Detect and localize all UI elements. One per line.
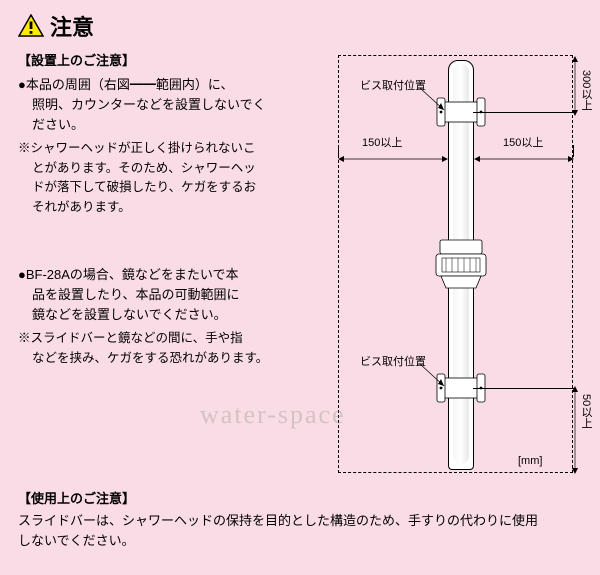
- left-column: 【設置上のご注意】 ●本品の周囲（右図━━範囲内）に、 照明、カウンターなどを設…: [18, 50, 308, 480]
- unit-label: [mm]: [518, 455, 542, 467]
- leader-bottom: [420, 364, 450, 393]
- note1-l3: ドが落下して破損したり、ケガをするお: [32, 180, 256, 194]
- dim-150-right-line: [474, 150, 574, 168]
- leader-top: [420, 88, 450, 117]
- ext-line-2: [573, 145, 574, 157]
- shower-holder: [426, 236, 496, 292]
- note2-l2: などを挟み、ケガをする恐れがあります。: [32, 351, 268, 365]
- content-row: 【設置上のご注意】 ●本品の周囲（右図━━範囲内）に、 照明、カウンターなどを設…: [0, 50, 600, 480]
- dim-300: 300以上: [578, 70, 594, 110]
- note-2: ※スライドバーと鏡などの間に、手や指 などを挟み、ケガをする恐れがあります。: [18, 329, 308, 368]
- bullet2-l1: ●BF-28Aの場合、鏡などをまたいで本: [18, 267, 239, 282]
- dim-150-right: 150以上: [503, 134, 543, 150]
- ext-line-4: [473, 388, 575, 389]
- dim-50-line: [571, 386, 579, 479]
- usage-l1: スライドバーは、シャワーヘッドの保持を目的とした構造のため、手すりの代わりに使用: [18, 513, 538, 528]
- label-screw-top: ビス取付位置: [360, 77, 426, 93]
- usage-title: 【使用上のご注意】: [18, 488, 582, 507]
- header-title: 注意: [50, 10, 94, 42]
- note2-l1: ※スライドバーと鏡などの間に、手や指: [18, 331, 243, 345]
- note1-l2: とがあります。そのため、シャワーヘッ: [32, 161, 256, 175]
- bullet2-l2: 品を設置したり、本品の可動範囲に: [32, 287, 239, 302]
- bullet1-l3: ださい。: [32, 117, 84, 132]
- note1-l4: それがあります。: [32, 200, 131, 214]
- install-section-title: 【設置上のご注意】: [18, 50, 308, 69]
- ext-line-3: [473, 112, 575, 113]
- dim-150-left-line: [338, 150, 448, 168]
- usage-section: 【使用上のご注意】 スライドバーは、シャワーヘッドの保持を目的とした構造のため、…: [0, 480, 600, 550]
- note1-l1: ※シャワーヘッドが正しく掛けられないこ: [18, 141, 256, 155]
- dim-150-left: 150以上: [362, 134, 402, 150]
- usage-body: スライドバーは、シャワーヘッドの保持を目的とした構造のため、手すりの代わりに使用…: [18, 511, 582, 550]
- bullet1-l2: 照明、カウンターなどを設置しないでく: [32, 97, 266, 112]
- diagram: ビス取付位置 ビス取付位置 300以上 50以上 150以: [308, 50, 582, 480]
- warning-icon: [18, 14, 44, 38]
- bullet-2: ●BF-28Aの場合、鏡などをまたいで本 品を設置したり、本品の可動範囲に 鏡な…: [18, 265, 308, 325]
- label-screw-bottom: ビス取付位置: [360, 353, 426, 369]
- bullet-1: ●本品の周囲（右図━━範囲内）に、 照明、カウンターなどを設置しないでく ださい…: [18, 75, 308, 135]
- bullet1-l1: ●本品の周囲（右図━━範囲内）に、: [18, 77, 233, 92]
- usage-l2: しないでください。: [18, 533, 135, 548]
- header-row: 注意: [0, 0, 600, 50]
- dim-50: 50以上: [578, 394, 594, 428]
- note-1: ※シャワーヘッドが正しく掛けられないこ とがあります。そのため、シャワーヘッ ド…: [18, 139, 308, 217]
- ext-line-1: [338, 145, 339, 157]
- bullet2-l3: 鏡などを設置しないでください。: [32, 307, 227, 322]
